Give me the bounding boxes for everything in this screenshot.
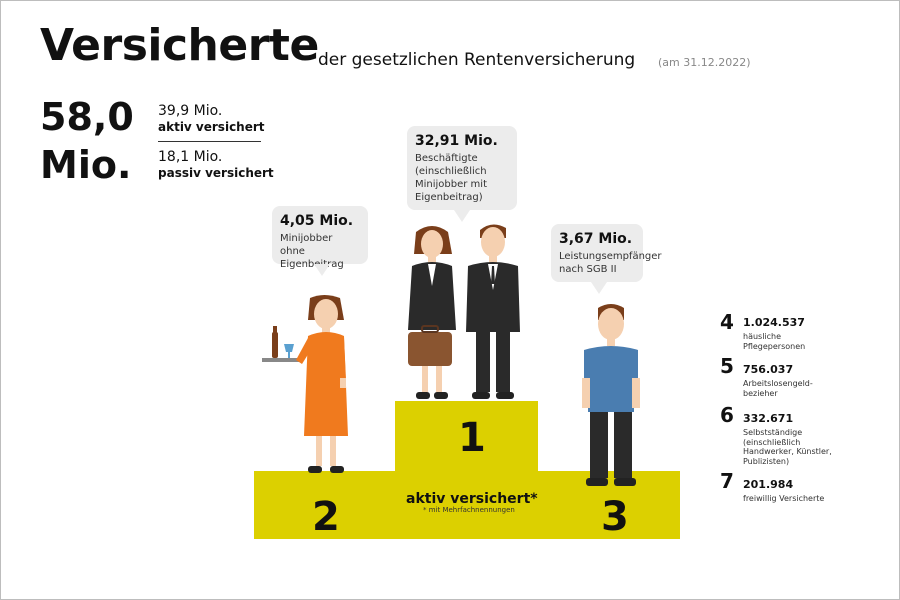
- aktiv-value: 39,9 Mio.: [158, 103, 223, 119]
- date-note: (am 31.12.2022): [658, 56, 751, 69]
- glass-icon: [284, 344, 294, 352]
- bubble-beschaeftigte: 32,91 Mio. Beschäftigte (einschließlich …: [407, 126, 517, 222]
- aktiv-label: aktiv versichert: [158, 120, 265, 134]
- passiv-label: passiv versichert: [158, 166, 274, 180]
- rank-4-number: 4: [720, 310, 734, 334]
- bubble-minijobber: 4,05 Mio. Minijobber ohne Eigenbeitrag: [272, 206, 368, 276]
- tray-icon: [262, 358, 302, 362]
- podium-base: [254, 471, 680, 539]
- briefcase-icon: [408, 332, 452, 366]
- podium-first: [395, 401, 538, 473]
- podium-first-number: 1: [458, 415, 486, 461]
- bubble-beschaeftigte-label: Beschäftigte (einschließlich Minijobber …: [415, 153, 487, 203]
- bubble-leistung-label: Leistungsempfänger nach SGB II: [559, 251, 662, 275]
- totals-divider: [158, 141, 261, 142]
- bubble-leistung: 3,67 Mio. Leistungsempfänger nach SGB II: [551, 224, 662, 294]
- rank-6-label: Selbstständige (einschließlich Handwerke…: [743, 428, 832, 466]
- podium-label: aktiv versichert*: [406, 491, 538, 507]
- bubble-minijobber-value: 4,05 Mio.: [280, 213, 354, 229]
- business-woman-figure: [408, 226, 456, 399]
- rank-6-number: 6: [720, 403, 734, 427]
- passiv-value: 18,1 Mio.: [158, 149, 223, 165]
- page-subtitle: der gesetzlichen Rentenversicherung: [318, 50, 636, 70]
- total-value: 58,0: [40, 95, 134, 139]
- rank-5-value: 756.037: [743, 363, 794, 376]
- rank-6-value: 332.671: [743, 412, 794, 425]
- rank-5-number: 5: [720, 354, 734, 378]
- bubble-leistung-value: 3,67 Mio.: [559, 231, 633, 247]
- bubble-beschaeftigte-value: 32,91 Mio.: [415, 133, 498, 149]
- rank-7-number: 7: [720, 469, 734, 493]
- bottle-icon: [272, 332, 278, 358]
- podium-footnote: * mit Mehrfachnennungen: [423, 506, 515, 514]
- rank-7-label: freiwillig Versicherte: [743, 494, 825, 503]
- podium-second-number: 2: [312, 494, 340, 540]
- bubble-minijobber-label: Minijobber ohne Eigenbeitrag: [280, 233, 344, 270]
- podium-third-number: 3: [601, 494, 629, 540]
- casual-man-figure: [582, 304, 640, 486]
- total-unit: Mio.: [40, 143, 132, 187]
- rank-4-value: 1.024.537: [743, 316, 805, 329]
- waitress-figure: [262, 295, 348, 473]
- rank-7-value: 201.984: [743, 478, 794, 491]
- page-title: Versicherte: [40, 20, 319, 71]
- business-man-figure: [466, 224, 520, 399]
- rank-4-label: häusliche Pflegepersonen: [743, 332, 806, 351]
- rank-5-label: Arbeitslosengeld-bezieher: [743, 379, 813, 398]
